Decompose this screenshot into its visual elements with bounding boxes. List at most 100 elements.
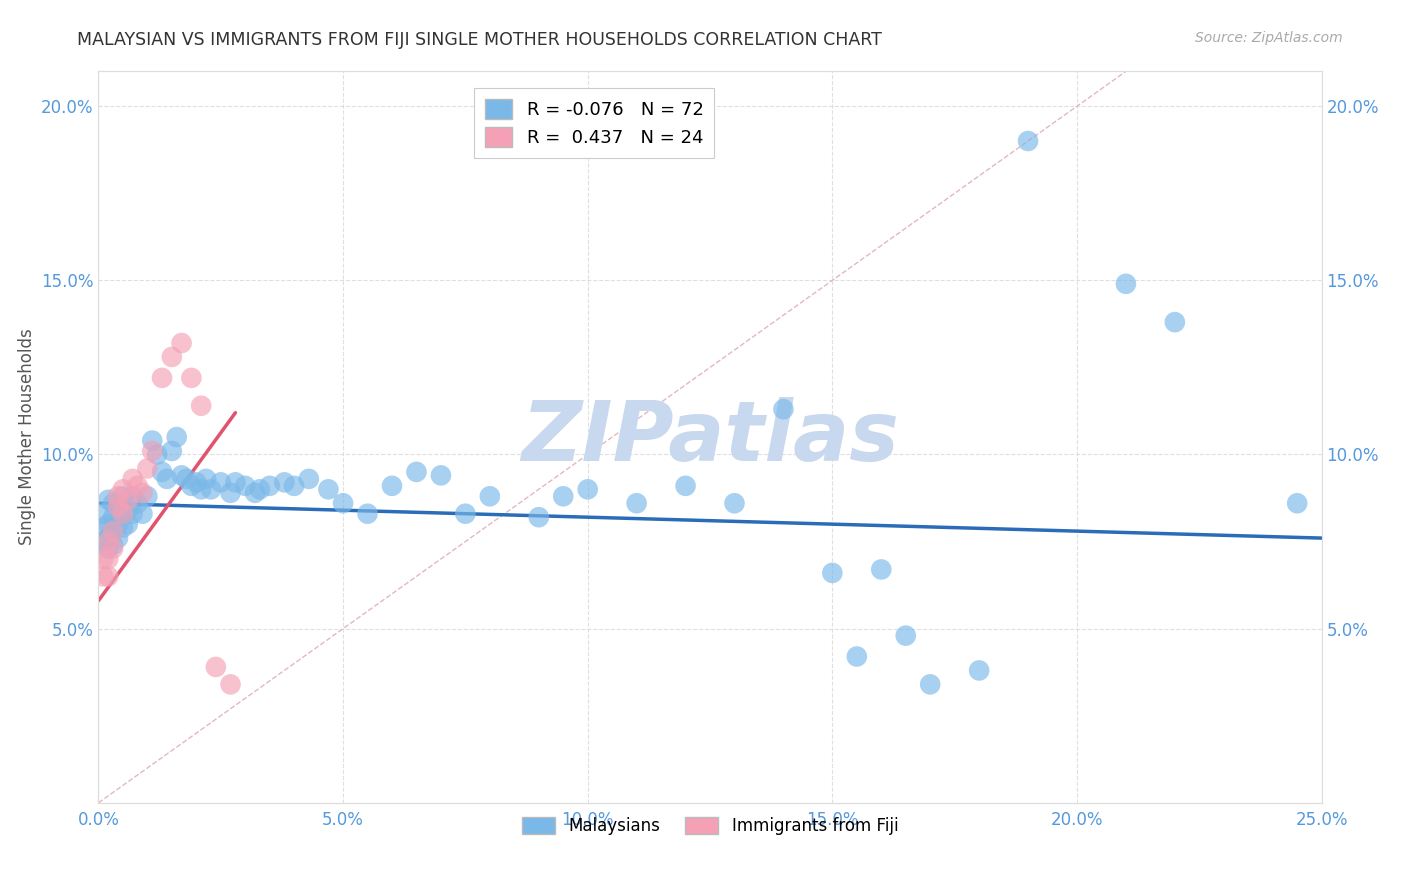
Point — [136, 461, 159, 475]
Point — [97, 517, 120, 532]
Point — [298, 472, 321, 486]
Point — [1164, 315, 1187, 329]
Point — [870, 562, 893, 576]
Point — [107, 489, 129, 503]
Point — [190, 483, 212, 497]
Point — [117, 492, 139, 507]
Point — [107, 517, 129, 532]
Point — [97, 492, 120, 507]
Point — [101, 541, 124, 556]
Point — [111, 489, 134, 503]
Point — [219, 677, 242, 691]
Point — [91, 521, 114, 535]
Point — [1115, 277, 1137, 291]
Point — [91, 569, 114, 583]
Point — [101, 524, 124, 538]
Point — [249, 483, 271, 497]
Point — [101, 510, 124, 524]
Point — [101, 496, 124, 510]
Point — [176, 472, 198, 486]
Point — [156, 472, 179, 486]
Point — [107, 500, 129, 514]
Point — [430, 468, 453, 483]
Point — [209, 475, 232, 490]
Point — [1017, 134, 1039, 148]
Point — [117, 517, 139, 532]
Point — [91, 552, 114, 566]
Point — [97, 541, 120, 556]
Point — [478, 489, 501, 503]
Point — [180, 371, 202, 385]
Point — [259, 479, 281, 493]
Point — [821, 566, 844, 580]
Point — [576, 483, 599, 497]
Point — [845, 649, 868, 664]
Point — [205, 660, 228, 674]
Point — [101, 538, 124, 552]
Point — [224, 475, 246, 490]
Point — [121, 507, 143, 521]
Point — [111, 483, 134, 497]
Point — [117, 503, 139, 517]
Point — [150, 465, 173, 479]
Point — [150, 371, 173, 385]
Point — [772, 402, 794, 417]
Point — [141, 444, 163, 458]
Point — [527, 510, 550, 524]
Point — [97, 531, 120, 545]
Point — [91, 534, 114, 549]
Point — [723, 496, 745, 510]
Legend: Malaysians, Immigrants from Fiji: Malaysians, Immigrants from Fiji — [515, 811, 905, 842]
Point — [381, 479, 404, 493]
Point — [273, 475, 295, 490]
Point — [121, 489, 143, 503]
Point — [127, 496, 149, 510]
Point — [127, 479, 149, 493]
Point — [967, 664, 990, 678]
Point — [166, 430, 188, 444]
Point — [186, 475, 208, 490]
Point — [675, 479, 697, 493]
Point — [160, 444, 183, 458]
Point — [894, 629, 917, 643]
Point — [107, 500, 129, 514]
Text: ZIPatlas: ZIPatlas — [522, 397, 898, 477]
Point — [107, 531, 129, 545]
Point — [195, 472, 218, 486]
Point — [180, 479, 202, 493]
Point — [356, 507, 378, 521]
Point — [170, 468, 193, 483]
Point — [91, 507, 114, 521]
Point — [219, 485, 242, 500]
Point — [97, 569, 120, 583]
Point — [243, 485, 266, 500]
Point — [146, 448, 169, 462]
Point — [200, 483, 222, 497]
Text: Source: ZipAtlas.com: Source: ZipAtlas.com — [1195, 31, 1343, 45]
Point — [454, 507, 477, 521]
Point — [111, 521, 134, 535]
Point — [170, 336, 193, 351]
Point — [160, 350, 183, 364]
Point — [121, 472, 143, 486]
Point — [233, 479, 256, 493]
Y-axis label: Single Mother Households: Single Mother Households — [18, 329, 37, 545]
Text: MALAYSIAN VS IMMIGRANTS FROM FIJI SINGLE MOTHER HOUSEHOLDS CORRELATION CHART: MALAYSIAN VS IMMIGRANTS FROM FIJI SINGLE… — [77, 31, 882, 49]
Point — [136, 489, 159, 503]
Point — [405, 465, 427, 479]
Point — [920, 677, 942, 691]
Point — [283, 479, 305, 493]
Point — [626, 496, 648, 510]
Point — [131, 507, 153, 521]
Point — [131, 485, 153, 500]
Point — [97, 534, 120, 549]
Point — [111, 507, 134, 521]
Point — [332, 496, 354, 510]
Point — [111, 507, 134, 521]
Point — [97, 552, 120, 566]
Point — [318, 483, 340, 497]
Point — [553, 489, 575, 503]
Point — [1286, 496, 1309, 510]
Point — [190, 399, 212, 413]
Point — [101, 524, 124, 538]
